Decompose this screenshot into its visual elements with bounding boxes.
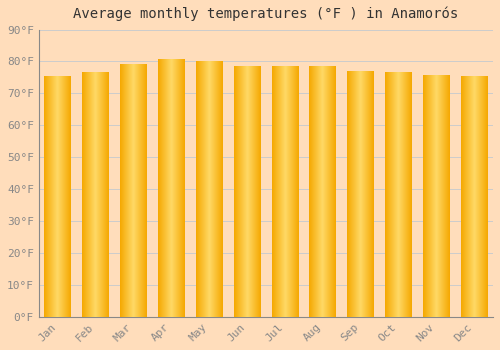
Title: Average monthly temperatures (°F ) in Anamorós: Average monthly temperatures (°F ) in An…	[74, 7, 458, 21]
